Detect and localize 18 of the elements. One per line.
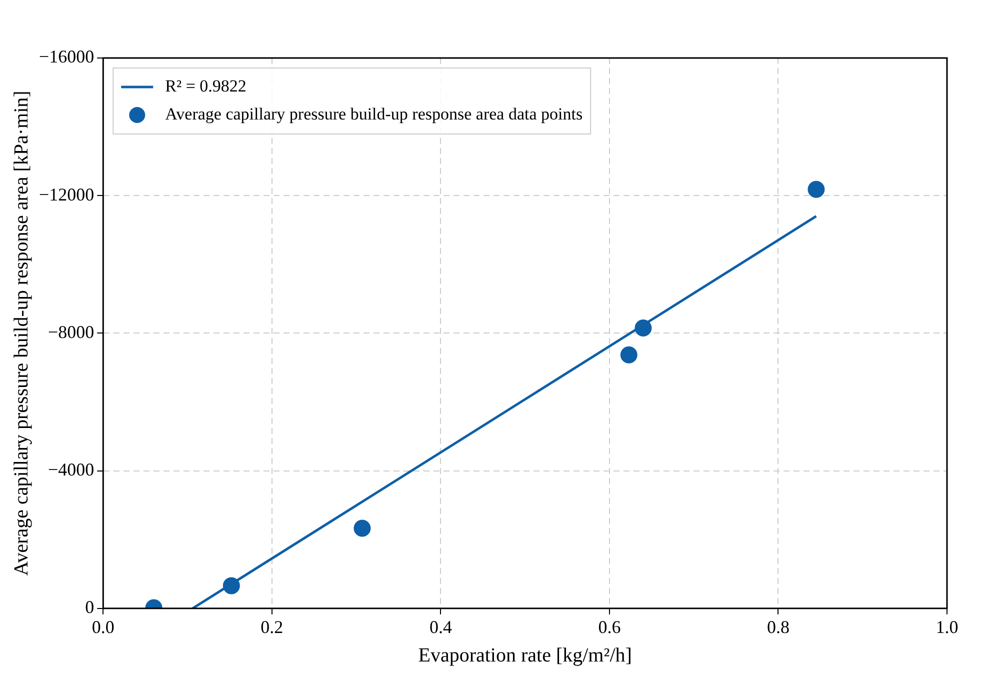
x-tick-label: 0.0 [92, 616, 114, 637]
x-tick-label: 1.0 [936, 616, 958, 637]
x-tick-label: 0.4 [429, 616, 452, 637]
x-tick-label: 0.6 [598, 616, 621, 637]
legend-label: R² = 0.9822 [165, 76, 246, 96]
y-tick-label: −4000 [48, 460, 94, 480]
point [808, 180, 825, 198]
y-tick-label: 0 [85, 597, 94, 618]
x-tick-label: 0.2 [260, 616, 284, 637]
legend-label: Average capillary pressure build-up response area data points [165, 104, 583, 124]
y-tick-label: −12000 [38, 184, 94, 204]
x-tick-label: 0.8 [766, 616, 790, 637]
y-tick-label: −8000 [48, 322, 94, 342]
point [354, 520, 371, 537]
y-tick-label: −16000 [38, 46, 94, 67]
x-axis-title: Evaporation rate [kg/m²/h] [418, 644, 632, 666]
point [620, 346, 638, 364]
y-axis-title: Average capillary pressure build-up response area [kPa·min] [10, 90, 32, 576]
